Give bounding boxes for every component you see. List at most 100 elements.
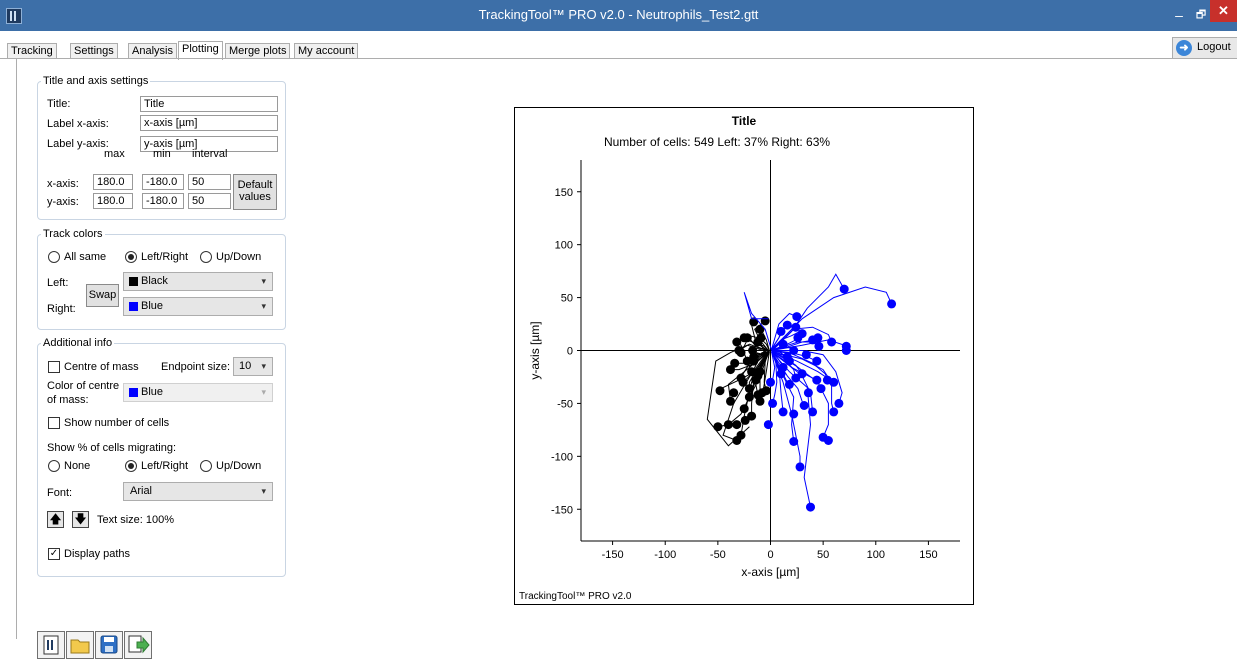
chevron-down-icon: ▾ <box>261 276 266 286</box>
tab-tracking[interactable]: Tracking <box>7 43 57 59</box>
all-same-radio[interactable] <box>48 251 60 263</box>
x-min-input[interactable]: -180.0 <box>142 174 184 190</box>
chevron-down-icon: ▾ <box>261 361 266 371</box>
track-path <box>771 326 833 350</box>
chart-footer: TrackingTool™ PRO v2.0 <box>519 591 632 602</box>
right-color-dropdown[interactable]: Blue ▾ <box>123 297 273 316</box>
x-axis-title: x-axis [µm] <box>741 565 799 579</box>
y-min-input[interactable]: -180.0 <box>142 193 184 209</box>
right-color-label: Right: <box>47 303 76 315</box>
app-logo-icon <box>6 8 22 24</box>
label-y-axis-label: Label y-axis: <box>47 138 109 150</box>
interval-column-header: interval <box>192 148 228 160</box>
max-column-header: max <box>104 148 125 160</box>
new-file-button[interactable] <box>37 631 65 659</box>
display-paths-checkbox[interactable]: ✓ <box>48 548 60 560</box>
track-endpoint <box>776 326 786 336</box>
additional-info-group: Additional info <box>37 337 286 577</box>
tab-merge-plots[interactable]: Merge plots <box>225 43 291 59</box>
track-endpoint <box>734 346 744 355</box>
up-down-radio[interactable] <box>200 251 212 263</box>
save-button[interactable] <box>95 631 123 659</box>
logout-label: Logout <box>1197 41 1231 53</box>
track-endpoint <box>744 392 754 402</box>
logout-button[interactable]: ➜ Logout <box>1172 37 1237 59</box>
track-endpoint <box>730 358 740 368</box>
y-tick-label: -100 <box>551 451 573 463</box>
track-endpoint <box>795 462 805 472</box>
y-tick-label: 150 <box>555 187 573 199</box>
track-endpoint <box>791 322 801 332</box>
track-endpoint <box>778 407 788 417</box>
com-color-swatch <box>129 388 138 397</box>
chevron-down-icon: ▾ <box>261 301 266 311</box>
tab-bar: Tracking Settings Analysis Plotting Merg… <box>0 31 1237 60</box>
track-endpoint <box>784 356 794 366</box>
com-color-dropdown[interactable]: Blue ▾ <box>123 383 273 402</box>
track-endpoint <box>742 333 752 343</box>
tab-plotting[interactable]: Plotting <box>178 41 223 60</box>
y-max-input[interactable]: 180.0 <box>93 193 133 209</box>
x-max-input[interactable]: 180.0 <box>93 174 133 190</box>
track-endpoint <box>812 356 822 366</box>
default-values-button[interactable]: Default values <box>233 174 277 210</box>
chevron-down-icon: ▾ <box>261 486 266 496</box>
x-axis-label-input[interactable]: x-axis [µm] <box>140 115 278 131</box>
display-paths-label: Display paths <box>64 548 131 560</box>
percent-none-radio[interactable] <box>48 460 60 472</box>
centre-of-mass-checkbox[interactable] <box>48 361 60 373</box>
export-button[interactable] <box>124 631 152 659</box>
new-file-icon <box>43 635 59 655</box>
close-button[interactable]: ✕ <box>1210 0 1237 22</box>
chart-title: Title <box>732 114 757 128</box>
track-endpoint <box>756 333 766 343</box>
track-endpoint <box>749 356 759 366</box>
default-values-line1: Default <box>237 179 273 191</box>
track-endpoint <box>723 420 733 430</box>
y-axis-label-input[interactable]: y-axis [µm] <box>140 136 278 152</box>
track-endpoint <box>747 411 757 421</box>
x-tick-label: -50 <box>710 549 726 561</box>
endpoint-size-dropdown[interactable]: 10 ▾ <box>233 357 273 376</box>
tab-my-account[interactable]: My account <box>294 43 359 59</box>
x-interval-input[interactable]: 50 <box>188 174 231 190</box>
title-bar: TrackingTool™ PRO v2.0 - Neutrophils_Tes… <box>0 0 1237 31</box>
left-color-value: Black <box>141 275 168 287</box>
y-axis-row-label: y-axis: <box>47 196 79 208</box>
left-right-radio[interactable] <box>125 251 137 263</box>
tab-analysis[interactable]: Analysis <box>128 43 177 59</box>
track-endpoint <box>740 415 750 425</box>
title-input[interactable]: Title <box>140 96 278 112</box>
up-down-label: Up/Down <box>216 251 262 263</box>
track-endpoint <box>742 356 752 366</box>
panel-border <box>16 59 17 639</box>
com-color-label-line1: Color of centre <box>47 380 120 392</box>
percent-left-right-label: Left/Right <box>141 460 189 472</box>
track-endpoint <box>726 396 735 406</box>
minimize-button[interactable]: – <box>1175 7 1183 23</box>
open-file-button[interactable] <box>66 631 94 659</box>
y-interval-input[interactable]: 50 <box>188 193 231 209</box>
track-path <box>743 292 773 351</box>
show-percent-label: Show % of cells migrating: <box>47 442 176 454</box>
save-icon <box>100 635 118 654</box>
font-dropdown[interactable]: Arial ▾ <box>123 482 273 501</box>
percent-left-right-radio[interactable] <box>125 460 137 472</box>
title-axis-group: Title and axis settings <box>37 75 286 220</box>
track-endpoint <box>816 384 826 394</box>
track-endpoint <box>793 333 803 343</box>
text-size-up-button[interactable]: 🡅 <box>47 511 64 528</box>
percent-up-down-radio[interactable] <box>200 460 212 472</box>
x-tick-label: -150 <box>602 549 624 561</box>
x-axis-row-label: x-axis: <box>47 178 79 190</box>
show-number-checkbox[interactable] <box>48 417 60 429</box>
restore-button[interactable]: 🗗 <box>1195 9 1207 21</box>
text-size-down-button[interactable]: 🡇 <box>72 511 89 528</box>
track-endpoint <box>799 401 809 410</box>
swap-button[interactable]: Swap <box>86 284 119 307</box>
left-color-dropdown[interactable]: Black ▾ <box>123 272 273 291</box>
track-endpoint <box>822 375 832 385</box>
tab-settings[interactable]: Settings <box>70 43 118 59</box>
track-endpoint <box>827 337 837 347</box>
y-tick-label: -150 <box>551 504 573 516</box>
